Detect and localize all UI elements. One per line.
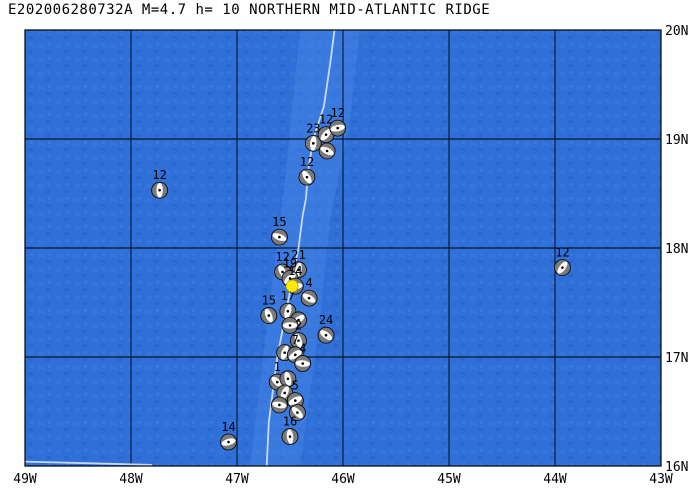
longitude-tick-label: 44W	[543, 472, 567, 487]
event-focal-mechanism[interactable]	[270, 396, 288, 414]
main-event-marker[interactable]	[285, 279, 299, 293]
event-focal-mechanism[interactable]	[281, 428, 299, 445]
longitude-tick-label: 45W	[437, 472, 461, 487]
latitude-tick-label: 20N	[665, 24, 688, 39]
latitude-tick-label: 16N	[665, 460, 688, 475]
event-depth-label: 1	[274, 360, 281, 374]
event-depth-label: 5	[292, 379, 299, 393]
event-depth-label: 12	[319, 113, 333, 127]
event-focal-mechanism[interactable]	[317, 326, 335, 344]
event-depth-label: 14	[288, 264, 302, 278]
longitude-tick-label: 48W	[119, 472, 143, 487]
event-focal-mechanism[interactable]	[304, 134, 322, 152]
event-focal-mechanism[interactable]	[298, 168, 316, 186]
event-depth-label: 16	[283, 415, 297, 429]
event-depth-label: 19	[283, 257, 297, 271]
event-focal-mechanism[interactable]	[294, 355, 312, 372]
event-depth-label: 15	[262, 294, 276, 308]
map-frame	[24, 29, 662, 467]
event-depth-label: 12	[330, 106, 344, 120]
event-focal-mechanism[interactable]	[290, 332, 307, 350]
event-depth-label: 7	[292, 333, 299, 347]
event-depth-label: 2	[295, 319, 302, 333]
event-depth-label: 4	[305, 276, 312, 290]
axis-ticks: 49W 48W 47W 46W 45W 44W 43W 20N 19N 18N 17N 16N	[13, 24, 688, 487]
event-depth-label: 12	[275, 250, 289, 264]
latitude-tick-label: 19N	[665, 133, 688, 148]
latitude-tick-label: 17N	[665, 351, 688, 366]
event-focal-mechanism[interactable]	[554, 259, 571, 277]
event-depth-label: 4	[299, 342, 306, 356]
longitude-tick-label: 46W	[331, 472, 355, 487]
event-depth-label: 12	[555, 246, 569, 260]
event-focal-mechanism[interactable]	[279, 302, 297, 320]
event-focal-mechanism[interactable]	[281, 316, 299, 334]
event-focal-mechanism[interactable]	[300, 289, 318, 307]
longitude-tick-label: 43W	[649, 472, 673, 487]
event-depth-label: 24	[319, 313, 333, 327]
event-focal-mechanism[interactable]	[151, 181, 169, 199]
event-depth-label: 21	[291, 248, 305, 262]
event-depth-label: 17	[281, 289, 295, 303]
event-focal-mechanism[interactable]	[279, 370, 297, 388]
event-focal-mechanism[interactable]	[270, 228, 288, 246]
event-depth-label: 12	[152, 168, 166, 182]
latitude-tick-label: 18N	[665, 242, 688, 257]
event-focal-mechanism[interactable]	[329, 119, 347, 137]
event-depth-label: 14	[221, 420, 235, 434]
graticule	[25, 30, 661, 466]
event-depth-label: 12	[300, 155, 314, 169]
longitude-tick-label: 47W	[225, 472, 249, 487]
event-focal-mechanism[interactable]	[220, 433, 237, 451]
map-title: E202006280732A M=4.7 h= 10 NORTHERN MID-…	[8, 2, 491, 18]
event-depth-label: 15	[272, 215, 286, 229]
event-depth-label: 23	[306, 121, 320, 135]
event-focal-mechanism[interactable]	[289, 404, 306, 421]
event-focal-mechanism[interactable]	[318, 142, 336, 160]
coast-line	[25, 460, 153, 466]
longitude-tick-label: 49W	[13, 472, 37, 487]
event-focal-mechanism[interactable]	[260, 307, 278, 324]
